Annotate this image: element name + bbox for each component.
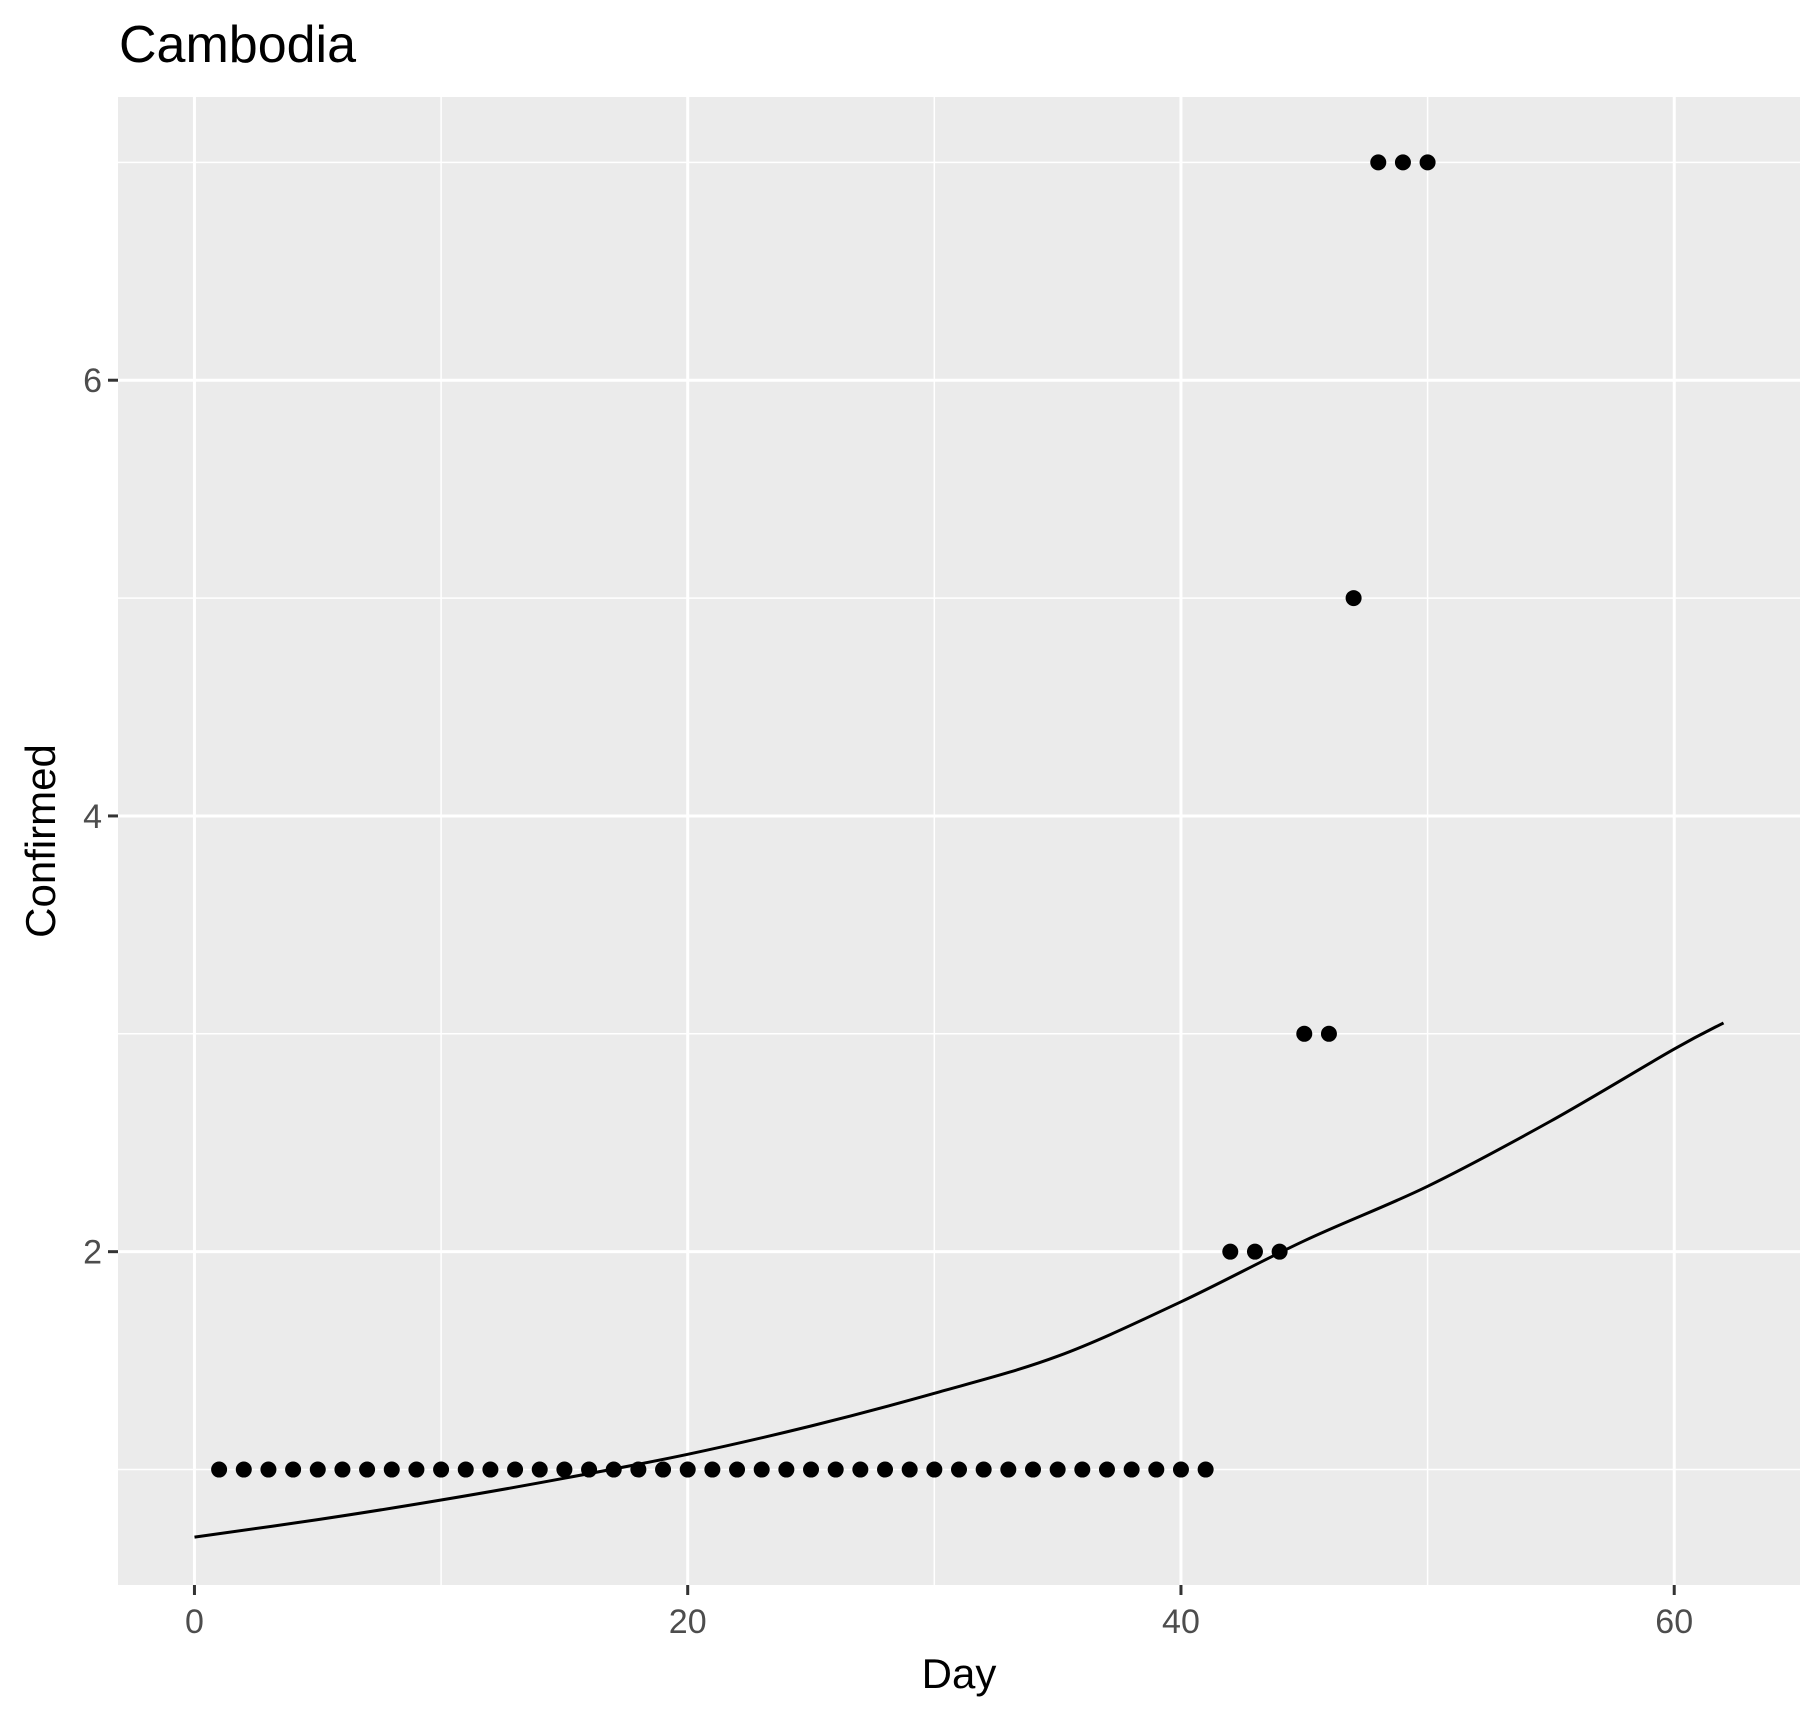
data-point (211, 1461, 228, 1478)
data-point (901, 1461, 918, 1478)
data-point (408, 1461, 425, 1478)
data-point (1000, 1461, 1017, 1478)
data-point (1296, 1025, 1313, 1042)
data-point (235, 1461, 252, 1478)
data-point (1098, 1461, 1115, 1478)
data-point (581, 1461, 598, 1478)
data-point (482, 1461, 499, 1478)
plot-panel (118, 97, 1800, 1585)
x-tick-label: 40 (1162, 1603, 1200, 1641)
data-point (1394, 154, 1411, 171)
data-point (1123, 1461, 1140, 1478)
y-tick-label: 4 (83, 798, 102, 836)
data-point (679, 1461, 696, 1478)
data-point (383, 1461, 400, 1478)
data-point (1345, 590, 1362, 607)
data-point (1246, 1243, 1263, 1260)
data-point (1271, 1243, 1288, 1260)
data-point (285, 1461, 302, 1478)
data-point (827, 1461, 844, 1478)
data-point (556, 1461, 573, 1478)
data-point (334, 1461, 351, 1478)
y-axis: 2 4 6 (83, 362, 118, 1272)
x-axis-title: Day (922, 1650, 997, 1697)
data-point (852, 1461, 869, 1478)
data-point (729, 1461, 746, 1478)
data-point (951, 1461, 967, 1478)
data-point (1172, 1461, 1189, 1478)
data-point (1370, 154, 1387, 171)
y-axis-title: Confirmed (17, 744, 64, 938)
data-points (211, 154, 1436, 1478)
data-point (630, 1461, 647, 1478)
chart-title: Cambodia (119, 16, 356, 74)
data-point (655, 1461, 672, 1478)
data-point (1148, 1461, 1165, 1478)
data-point (1222, 1243, 1239, 1260)
data-point (1049, 1461, 1066, 1478)
x-axis: 0 20 40 60 (185, 1585, 1693, 1641)
data-point (704, 1461, 721, 1478)
data-point (778, 1461, 795, 1478)
x-tick-label: 60 (1655, 1603, 1693, 1641)
data-point (1197, 1461, 1214, 1478)
data-point (1024, 1461, 1041, 1478)
data-point (1320, 1025, 1337, 1042)
data-point (803, 1461, 820, 1478)
fit-line (194, 1021, 1725, 1539)
data-point (1074, 1461, 1091, 1478)
data-point (507, 1461, 524, 1478)
data-point (1419, 154, 1436, 171)
data-point (359, 1461, 376, 1478)
data-point (753, 1461, 770, 1478)
y-tick-label: 6 (83, 362, 102, 400)
x-tick-label: 20 (669, 1603, 707, 1641)
data-point (605, 1461, 622, 1478)
data-point (531, 1461, 548, 1478)
y-tick-label: 2 (83, 1234, 102, 1272)
data-point (457, 1461, 474, 1478)
data-point (433, 1461, 450, 1478)
data-point (260, 1461, 277, 1478)
data-point (877, 1461, 894, 1478)
major-grid (118, 97, 1800, 1585)
data-point (309, 1461, 326, 1478)
data-point (975, 1461, 992, 1478)
data-point (926, 1461, 943, 1478)
x-tick-label: 0 (185, 1603, 204, 1641)
